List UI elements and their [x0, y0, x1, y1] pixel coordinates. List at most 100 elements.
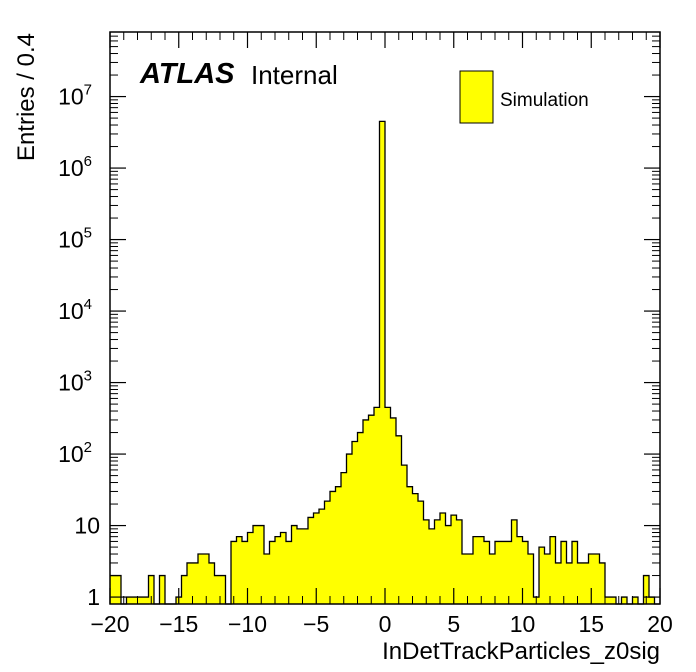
histogram-bin [220, 575, 226, 604]
histogram-bin [462, 554, 468, 604]
histogram-bin [335, 486, 341, 604]
histogram-bin [500, 541, 506, 604]
x-tick-label: 10 [510, 611, 536, 637]
histogram-bin [572, 541, 578, 604]
x-tick-label: 0 [379, 611, 392, 637]
histogram-bin [610, 597, 616, 604]
histogram-bin [198, 554, 204, 604]
histogram-bin [231, 541, 237, 604]
histogram-bin [253, 525, 259, 604]
y-tick-label: 104 [58, 296, 92, 324]
histogram-bin [467, 554, 473, 604]
histogram-bin [291, 525, 297, 604]
histogram-bin [269, 541, 275, 604]
histogram-bin [407, 486, 413, 604]
histogram-bin [588, 554, 594, 604]
histogram-bin [214, 575, 220, 604]
y-axis-label: Entries / 0.4 [13, 33, 40, 161]
x-tick-label: 20 [647, 611, 673, 637]
histogram-outline [110, 120, 660, 605]
histogram-bin [247, 532, 253, 604]
histogram-bin [643, 575, 649, 604]
histogram-bin [286, 541, 292, 604]
y-tick-label: 106 [58, 153, 92, 181]
histogram-bin [363, 419, 369, 604]
histogram-bin [192, 562, 198, 604]
experiment-label: ATLAS [140, 58, 235, 90]
histogram-bin [396, 435, 402, 604]
histogram-bin [506, 541, 512, 604]
histogram-bin [451, 515, 457, 604]
histogram-bin [473, 536, 479, 604]
histogram-bin [280, 532, 286, 604]
x-tick-label: −20 [90, 611, 129, 637]
x-minor-ticks [123, 32, 647, 604]
histogram-bin [456, 519, 462, 604]
histogram-bin [203, 554, 209, 604]
histogram-bin [594, 554, 600, 604]
y-minor-ticks [110, 31, 660, 577]
histogram-bin [434, 519, 440, 604]
histogram-bin [181, 575, 187, 604]
histogram-bin [649, 597, 655, 604]
x-tick-label: −15 [159, 611, 198, 637]
histogram-bin [330, 491, 336, 604]
histogram-bin [236, 536, 242, 604]
histogram-bin [209, 562, 215, 604]
x-tick-label: 15 [578, 611, 604, 637]
histogram-bin [187, 562, 193, 604]
histogram-bin [605, 597, 611, 604]
histogram-bin [385, 407, 391, 604]
histogram-bin [159, 575, 165, 604]
histogram-bin [429, 528, 435, 604]
histogram-bin [418, 501, 424, 604]
histogram-bin [148, 575, 154, 604]
histogram-bin [346, 454, 352, 604]
histogram-bin [297, 528, 303, 604]
histogram-bin [489, 554, 495, 604]
histogram-bin [126, 597, 132, 604]
histogram-bin [341, 472, 347, 604]
legend-swatch [459, 70, 494, 124]
histogram-bin [390, 417, 396, 604]
y-tick-label: 1 [87, 584, 100, 610]
histogram-bin [577, 562, 583, 604]
histogram-bin [522, 541, 528, 604]
histogram-bin [412, 493, 418, 604]
histogram-bin [517, 536, 523, 604]
x-tick-label: 5 [447, 611, 460, 637]
histogram-bin [401, 465, 407, 604]
histogram-bin [308, 517, 314, 604]
histogram-bin [440, 512, 446, 604]
legend-label-simulation: Simulation [500, 90, 589, 111]
histogram-bin [258, 525, 264, 604]
histogram-bin [132, 597, 138, 604]
status-label: Internal [251, 60, 338, 90]
y-tick-label: 102 [58, 439, 92, 467]
y-axis-ticks: 1 10 102 103 104 105 106 107 [58, 82, 660, 610]
histogram-bin [110, 575, 116, 604]
histogram-bin [368, 415, 374, 604]
histogram-bin [550, 536, 556, 604]
histogram-bin [632, 597, 638, 604]
histogram-bin [374, 407, 380, 604]
histogram-bars [110, 120, 660, 605]
histogram-bin [566, 562, 572, 604]
histogram-bin [445, 525, 451, 604]
histogram-bin [357, 432, 363, 604]
histogram-bin [555, 562, 561, 604]
y-tick-label: 107 [58, 82, 92, 110]
histogram-bin [583, 562, 589, 604]
x-axis-label: InDetTrackParticles_z0sig [382, 638, 660, 665]
histogram-bin [313, 512, 319, 604]
y-tick-label: 10 [74, 513, 100, 539]
histogram-bin [599, 562, 605, 604]
histogram-bin [539, 547, 545, 604]
histogram-bin [511, 519, 517, 604]
histogram-bin [379, 121, 385, 604]
histogram-bin [484, 541, 490, 604]
histogram-bin [137, 597, 143, 604]
histogram-bin [478, 536, 484, 604]
histogram-bin [115, 575, 121, 604]
